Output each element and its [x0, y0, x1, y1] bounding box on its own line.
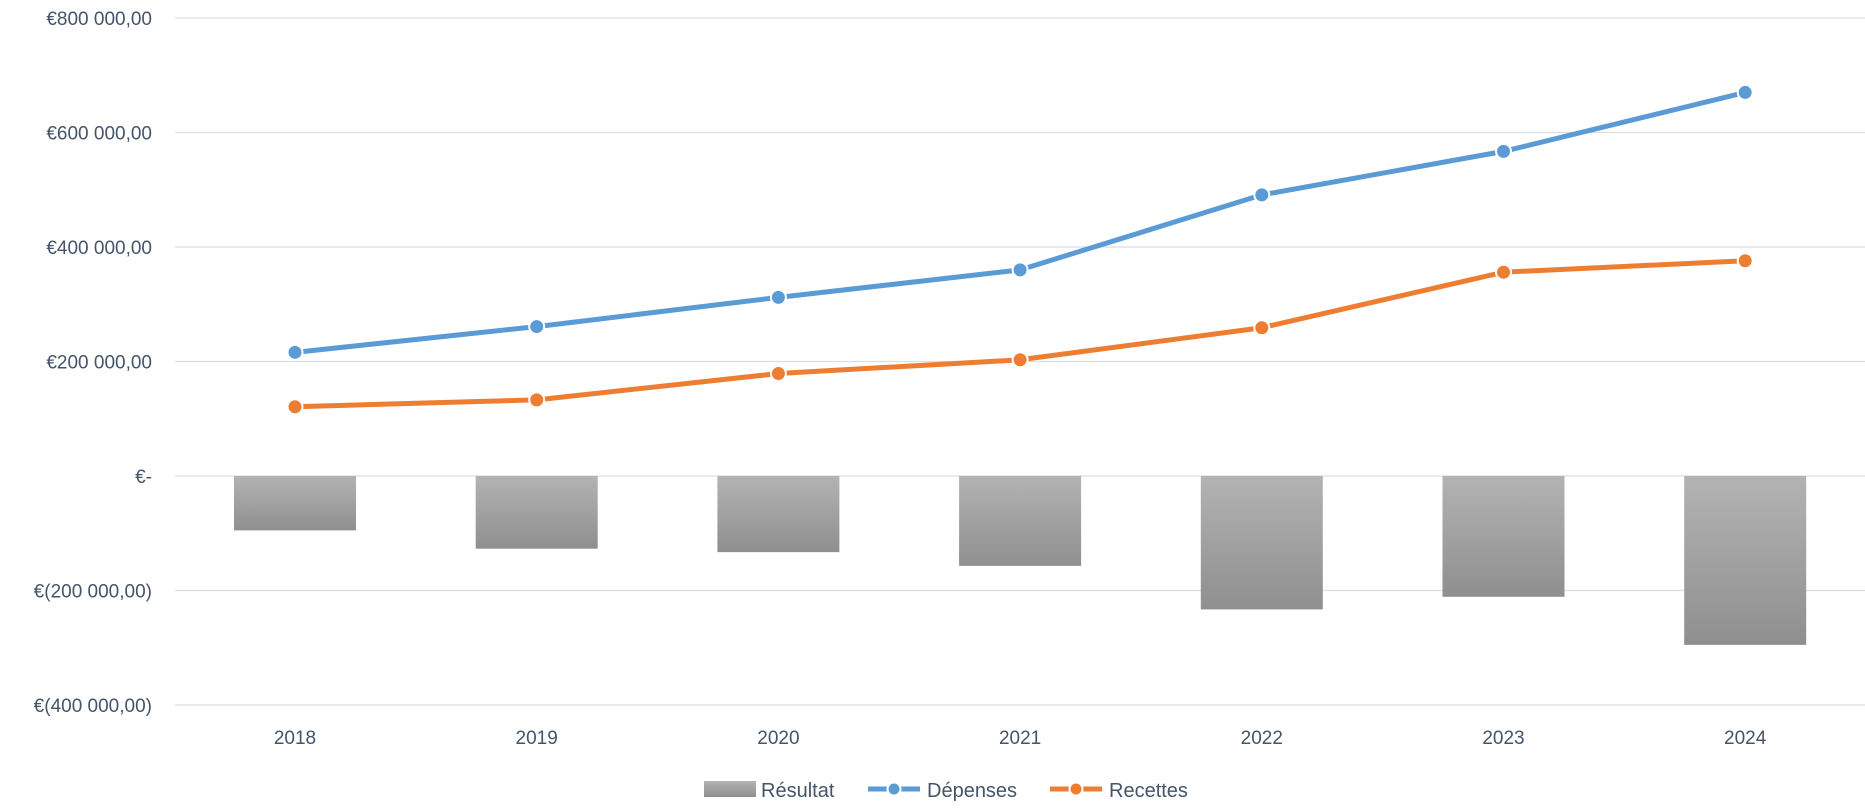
y-tick-label: €600 000,00	[46, 124, 152, 145]
lines	[286, 83, 1754, 416]
bar-resultat-2023	[1442, 476, 1565, 597]
point-depenses-2018	[286, 343, 304, 361]
y-tick-label: €200 000,00	[46, 353, 152, 374]
bar-resultat-2024	[1684, 476, 1807, 645]
legend: Résultat Dépenses Recettes	[704, 780, 1188, 802]
y-tick-label: €800 000,00	[46, 9, 152, 30]
line-recettes	[292, 258, 1748, 410]
point-recettes-2021	[1011, 351, 1029, 369]
x-tick-label: 2023	[1482, 728, 1524, 749]
y-tick-label: €-	[135, 467, 152, 488]
legend-label: Dépenses	[927, 780, 1017, 802]
x-tick-label: 2019	[516, 728, 558, 749]
point-recettes-2018	[286, 398, 304, 416]
legend-label: Recettes	[1109, 780, 1188, 802]
legend-label: Résultat	[761, 780, 835, 802]
point-depenses-2022	[1253, 186, 1271, 204]
legend-item-resultat: Résultat	[704, 780, 835, 802]
point-recettes-2024	[1736, 252, 1754, 270]
point-depenses-2020	[769, 288, 787, 306]
y-tick-label: €(400 000,00)	[34, 696, 152, 717]
x-tick-label: 2022	[1241, 728, 1283, 749]
x-tick-label: 2020	[757, 728, 799, 749]
point-depenses-2019	[528, 318, 546, 336]
y-tick-label: €400 000,00	[46, 238, 152, 259]
x-axis-labels: 2018 2019 2020 2021 2022 2023 2024	[274, 728, 1767, 749]
bar-resultat-2018	[234, 476, 356, 531]
x-tick-label: 2021	[999, 728, 1041, 749]
point-depenses-2024	[1736, 83, 1754, 101]
point-depenses-2023	[1495, 142, 1512, 160]
bar-resultat-2022	[1200, 476, 1323, 610]
line-depenses	[292, 89, 1748, 355]
y-axis-labels: €800 000,00 €600 000,00 €400 000,00 €200 00…	[34, 9, 152, 717]
bar-resultat-2020	[717, 476, 840, 553]
point-depenses-2021	[1011, 261, 1029, 279]
bar-resultat-2019	[475, 476, 598, 549]
point-recettes-2020	[769, 365, 787, 383]
x-tick-label: 2024	[1724, 728, 1767, 749]
bars-resultat	[234, 476, 1807, 645]
legend-item-recettes: Recettes	[1050, 780, 1188, 802]
legend-key-bar	[704, 781, 756, 797]
legend-item-depenses: Dépenses	[868, 780, 1017, 802]
point-recettes-2019	[528, 391, 546, 409]
legend-key-marker	[886, 781, 902, 797]
point-recettes-2023	[1495, 263, 1512, 281]
y-tick-label: €(200 000,00)	[34, 582, 152, 603]
bar-resultat-2021	[959, 476, 1082, 566]
x-tick-label: 2018	[274, 728, 316, 749]
legend-key-marker	[1068, 781, 1084, 797]
point-recettes-2022	[1253, 319, 1271, 337]
